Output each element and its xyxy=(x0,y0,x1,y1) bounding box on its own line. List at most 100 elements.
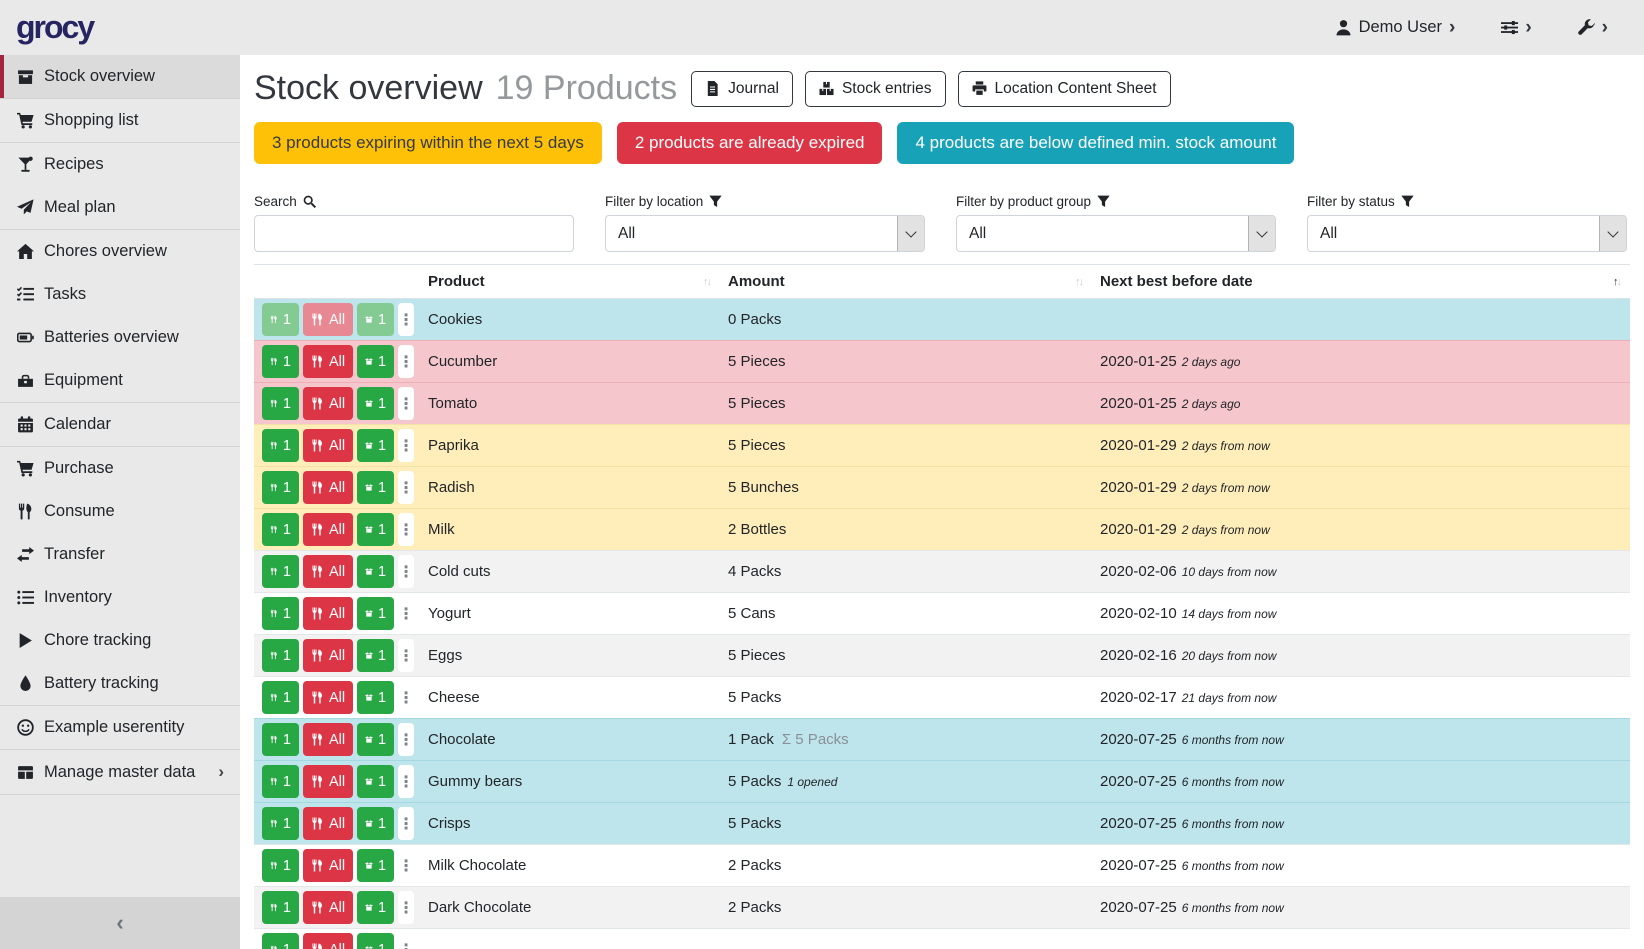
row-menu-button[interactable]: ⋮ xyxy=(398,471,415,504)
stock-entries-button[interactable]: Stock entries xyxy=(804,70,946,107)
consume-all-button[interactable]: All xyxy=(303,765,354,798)
row-menu-button[interactable]: ⋮ xyxy=(398,597,415,630)
consume-one-button[interactable]: 1 xyxy=(262,387,299,420)
row-menu-button[interactable]: ⋮ xyxy=(398,303,415,336)
consume-all-button[interactable]: All xyxy=(303,681,354,714)
consume-all-button[interactable]: All xyxy=(303,639,354,672)
location-filter-select[interactable]: All xyxy=(605,215,925,252)
sidebar-item-battery-tracking[interactable]: Battery tracking xyxy=(0,662,240,705)
row-menu-button[interactable]: ⋮ xyxy=(398,345,415,378)
sidebar-item-transfer[interactable]: Transfer xyxy=(0,533,240,576)
row-menu-button[interactable]: ⋮ xyxy=(398,555,415,588)
open-one-button[interactable]: 1 xyxy=(357,933,395,949)
consume-one-button[interactable]: 1 xyxy=(262,429,299,462)
consume-all-button[interactable]: All xyxy=(303,429,354,462)
open-one-button[interactable]: 1 xyxy=(357,891,395,924)
actions-column-header xyxy=(254,264,420,299)
location-content-sheet-button[interactable]: Location Content Sheet xyxy=(957,70,1171,107)
row-menu-button[interactable]: ⋮ xyxy=(398,639,415,672)
user-menu[interactable]: Demo User › xyxy=(1335,18,1455,37)
info-status-banner[interactable]: 4 products are below defined min. stock … xyxy=(897,122,1295,164)
row-menu-button[interactable]: ⋮ xyxy=(398,807,415,840)
open-one-button[interactable]: 1 xyxy=(357,387,395,420)
open-one-button[interactable]: 1 xyxy=(357,471,395,504)
row-menu-button[interactable]: ⋮ xyxy=(398,429,415,462)
sidebar-item-chores-overview[interactable]: Chores overview xyxy=(0,230,240,273)
sidebar-item-shopping-list[interactable]: Shopping list xyxy=(0,99,240,142)
sidebar-item-inventory[interactable]: Inventory xyxy=(0,576,240,619)
consume-all-button[interactable]: All xyxy=(303,387,354,420)
open-one-button[interactable]: 1 xyxy=(357,849,395,882)
open-one-button[interactable]: 1 xyxy=(357,555,395,588)
sidebar-item-manage-master-data[interactable]: Manage master data › xyxy=(0,750,240,794)
open-one-button[interactable]: 1 xyxy=(357,513,395,546)
consume-all-button[interactable]: All xyxy=(303,723,354,756)
consume-all-button[interactable]: All xyxy=(303,849,354,882)
open-one-button[interactable]: 1 xyxy=(357,345,395,378)
consume-one-button[interactable]: 1 xyxy=(262,471,299,504)
sidebar-collapse-button[interactable]: ‹ xyxy=(0,897,240,949)
consume-all-button[interactable]: All xyxy=(303,471,354,504)
settings-menu[interactable]: › xyxy=(1501,18,1532,37)
consume-all-button[interactable]: All xyxy=(303,891,354,924)
sidebar-item-calendar[interactable]: Calendar xyxy=(0,403,240,446)
sidebar-item-consume[interactable]: Consume xyxy=(0,490,240,533)
consume-all-button[interactable]: All xyxy=(303,345,354,378)
consume-one-button[interactable]: 1 xyxy=(262,891,299,924)
consume-one-button[interactable]: 1 xyxy=(262,303,299,336)
open-one-button[interactable]: 1 xyxy=(357,597,395,630)
row-menu-button[interactable]: ⋮ xyxy=(398,681,415,714)
column-header-product[interactable]: Product ↑↓ xyxy=(420,264,720,299)
journal-button[interactable]: Journal xyxy=(691,70,793,107)
consume-one-button[interactable]: 1 xyxy=(262,807,299,840)
status-filter-select[interactable]: All xyxy=(1307,215,1627,252)
consume-one-button[interactable]: 1 xyxy=(262,555,299,588)
sidebar-item-tasks[interactable]: Tasks xyxy=(0,273,240,316)
consume-all-button[interactable]: All xyxy=(303,513,354,546)
grocy-logo[interactable]: grocy xyxy=(16,9,95,45)
open-one-button[interactable]: 1 xyxy=(357,303,395,336)
open-one-button[interactable]: 1 xyxy=(357,639,395,672)
search-input[interactable] xyxy=(254,215,574,252)
consume-one-button[interactable]: 1 xyxy=(262,765,299,798)
sidebar-item-meal-plan[interactable]: Meal plan xyxy=(0,186,240,229)
consume-one-button[interactable]: 1 xyxy=(262,723,299,756)
open-one-button[interactable]: 1 xyxy=(357,807,395,840)
danger-status-banner[interactable]: 2 products are already expired xyxy=(616,122,883,164)
row-menu-button[interactable]: ⋮ xyxy=(398,933,415,949)
row-menu-button[interactable]: ⋮ xyxy=(398,891,415,924)
consume-one-button[interactable]: 1 xyxy=(262,639,299,672)
consume-one-button[interactable]: 1 xyxy=(262,849,299,882)
row-menu-button[interactable]: ⋮ xyxy=(398,513,415,546)
row-menu-button[interactable]: ⋮ xyxy=(398,849,415,882)
sidebar-item-recipes[interactable]: Recipes xyxy=(0,143,240,186)
column-header-next-best-before-date[interactable]: Next best before date ↑↓ xyxy=(1092,264,1630,299)
row-menu-button[interactable]: ⋮ xyxy=(398,387,415,420)
consume-one-button[interactable]: 1 xyxy=(262,513,299,546)
consume-all-button[interactable]: All xyxy=(303,933,354,949)
consume-all-button[interactable]: All xyxy=(303,597,354,630)
consume-all-button[interactable]: All xyxy=(303,555,354,588)
open-one-button[interactable]: 1 xyxy=(357,429,395,462)
consume-one-button[interactable]: 1 xyxy=(262,597,299,630)
warning-status-banner[interactable]: 3 products expiring within the next 5 da… xyxy=(254,122,602,164)
admin-menu[interactable]: › xyxy=(1578,18,1608,37)
product-group-filter-select[interactable]: All xyxy=(956,215,1276,252)
consume-all-button[interactable]: All xyxy=(303,807,354,840)
consume-one-button[interactable]: 1 xyxy=(262,933,299,949)
consume-one-button[interactable]: 1 xyxy=(262,345,299,378)
sidebar-item-chore-tracking[interactable]: Chore tracking xyxy=(0,619,240,662)
sidebar-item-equipment[interactable]: Equipment xyxy=(0,359,240,402)
open-one-button[interactable]: 1 xyxy=(357,723,395,756)
sidebar-item-example-userentity[interactable]: Example userentity xyxy=(0,706,240,749)
consume-all-button[interactable]: All xyxy=(303,303,354,336)
sidebar-item-stock-overview[interactable]: Stock overview xyxy=(0,55,240,98)
row-menu-button[interactable]: ⋮ xyxy=(398,765,415,798)
sidebar-item-batteries-overview[interactable]: Batteries overview xyxy=(0,316,240,359)
open-one-button[interactable]: 1 xyxy=(357,681,395,714)
row-menu-button[interactable]: ⋮ xyxy=(398,723,415,756)
consume-one-button[interactable]: 1 xyxy=(262,681,299,714)
sidebar-item-purchase[interactable]: Purchase xyxy=(0,447,240,490)
column-header-amount[interactable]: Amount ↑↓ xyxy=(720,264,1092,299)
open-one-button[interactable]: 1 xyxy=(357,765,395,798)
